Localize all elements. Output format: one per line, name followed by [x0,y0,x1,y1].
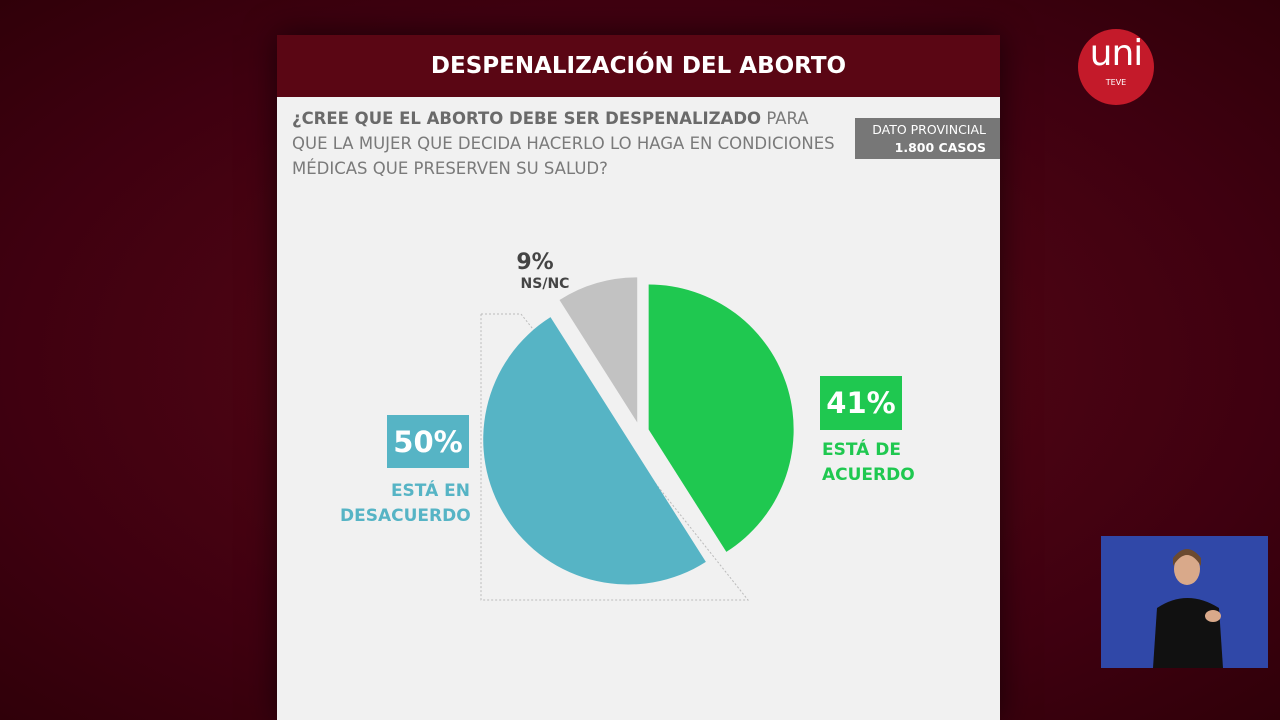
pie-slice [648,284,794,552]
hair [1173,549,1201,566]
question-bold: ¿CREE QUE EL ABORTO DEBE SER DESPENALIZA… [292,109,762,128]
value-label: 50% [387,415,469,468]
logo-subtitle: TEVE [1105,78,1127,87]
category-label: ESTÁ DE ACUERDO [822,440,915,485]
source-line: 1.800 CASOS [894,140,986,155]
interpreter [1153,549,1223,668]
question-rest: PARA QUE LA MUJER QUE DECIDA HACERLO LO … [292,109,835,178]
question: ¿CREE QUE EL ABORTO DEBE SER DESPENALIZA… [292,106,844,181]
logo: uni TEVE [1078,29,1154,105]
pie-slice [559,277,638,423]
head [1174,553,1200,585]
category-label: ESTÁ EN DESACUERDO [340,481,471,526]
source-line: DATO PROVINCIAL [872,122,986,137]
chart-title: DESPENALIZACIÓN DEL ABORTO [277,35,1000,97]
hand [1205,610,1221,622]
sign-language-inset [1101,536,1268,668]
body [1153,598,1223,668]
logo-text: uni [1089,33,1144,74]
category-label: NS/NC [520,276,570,292]
frame [480,313,750,601]
pie-slice [483,317,706,585]
value-label: 9% [516,250,554,275]
value-label: 41% [820,376,902,430]
source-box: DATO PROVINCIAL 1.800 CASOS [855,118,1000,159]
